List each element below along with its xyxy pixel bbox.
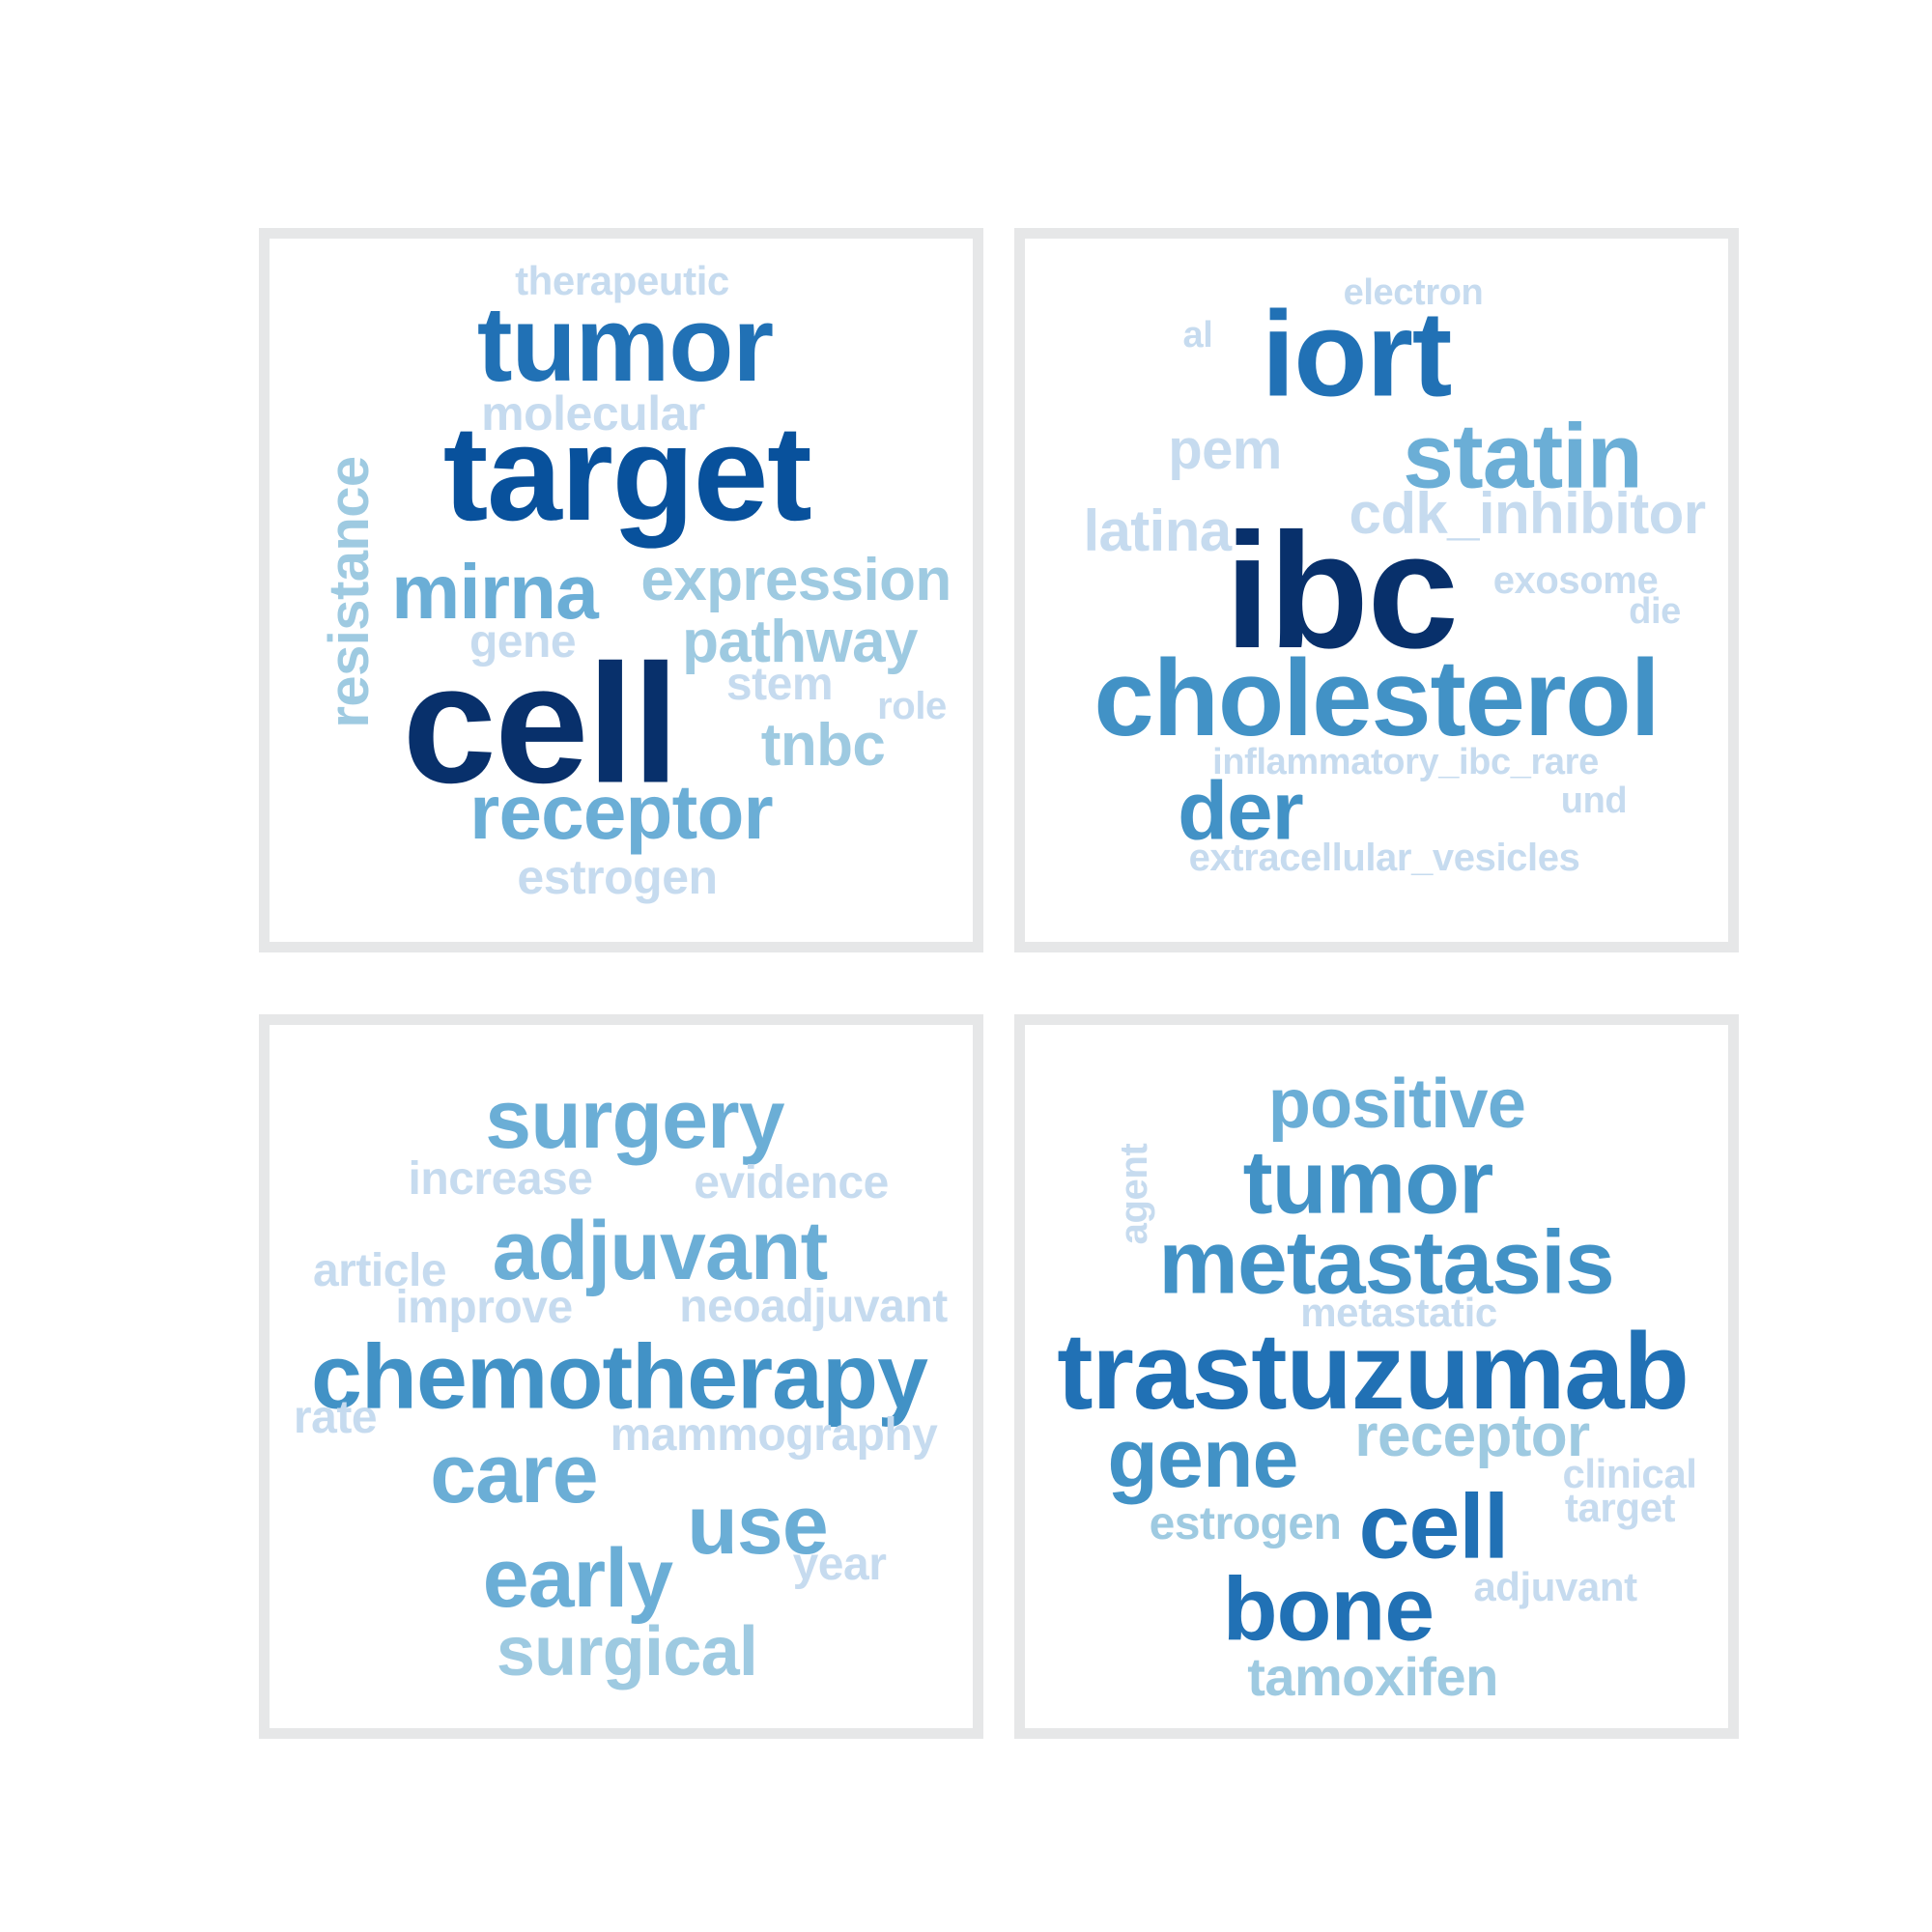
word: exosome — [1492, 559, 1659, 602]
word: surgery — [485, 1073, 784, 1166]
word: agent — [1113, 1143, 1155, 1245]
word: pem — [1168, 418, 1282, 481]
word: inflammatory_ibc_rare — [1212, 742, 1599, 782]
word: adjuvant — [1473, 1564, 1637, 1609]
word: therapeutic — [515, 258, 729, 303]
word: cholesterol — [1094, 638, 1660, 758]
word: early — [482, 1532, 673, 1625]
word: extracellular_vesicles — [1188, 837, 1580, 879]
word: estrogen — [1149, 1498, 1342, 1549]
word: molecular — [481, 386, 705, 440]
word: positive — [1267, 1065, 1526, 1143]
word: tumor — [1242, 1131, 1494, 1233]
word: year — [792, 1539, 887, 1590]
word: estrogen — [517, 850, 718, 904]
word-cloud-panel-2: electron al iort pem statin latina cdk_i… — [1014, 228, 1739, 952]
word: expression — [640, 547, 952, 613]
word: surgical — [496, 1613, 758, 1690]
word: adjuvant — [492, 1205, 829, 1297]
word: trastuzumab — [1057, 1311, 1690, 1432]
word: increase — [408, 1153, 593, 1205]
word: clinical — [1562, 1451, 1697, 1496]
word-cloud-panel-4: positive agent tumor metastasis metastat… — [1014, 1014, 1739, 1739]
word: tumor — [476, 285, 774, 404]
word: neoadjuvant — [679, 1281, 948, 1332]
word: der — [1178, 765, 1304, 858]
word: bone — [1222, 1558, 1435, 1660]
word: improve — [395, 1282, 573, 1333]
word: metastatic — [1300, 1290, 1497, 1335]
word: role — [877, 685, 947, 727]
word: use — [687, 1479, 828, 1572]
word-cloud-panel-3: surgery increase evidence adjuvant artic… — [259, 1014, 983, 1739]
word: chemotherapy — [311, 1325, 928, 1429]
word: resistance — [318, 456, 381, 728]
word: cell — [1358, 1475, 1510, 1578]
word: die — [1629, 591, 1681, 632]
word: cell — [402, 630, 680, 819]
word: stem — [725, 659, 834, 710]
word: pathway — [682, 609, 918, 675]
word: al — [1182, 315, 1213, 355]
word: mirna — [391, 549, 599, 635]
word: article — [312, 1245, 447, 1296]
word: rate — [293, 1392, 378, 1443]
word: statin — [1403, 405, 1643, 508]
word: latina — [1083, 498, 1232, 563]
word: receptor — [1354, 1403, 1590, 1469]
word: tamoxifen — [1247, 1646, 1498, 1707]
word: cdk_inhibitor — [1349, 481, 1707, 546]
word: metastasis — [1158, 1211, 1614, 1313]
word: target — [442, 397, 812, 549]
word: evidence — [694, 1157, 889, 1208]
word: gene — [469, 616, 577, 668]
word: care — [430, 1428, 598, 1520]
word: ibc — [1224, 499, 1459, 683]
word: iort — [1261, 287, 1453, 422]
word: target — [1564, 1485, 1676, 1530]
word: tnbc — [760, 712, 886, 779]
word: electron — [1343, 272, 1484, 313]
word: und — [1560, 781, 1628, 821]
word: receptor — [469, 769, 774, 855]
word: mammography — [610, 1409, 938, 1461]
word: gene — [1107, 1412, 1298, 1505]
word-cloud-panel-1: therapeutic tumor molecular target resis… — [259, 228, 983, 952]
